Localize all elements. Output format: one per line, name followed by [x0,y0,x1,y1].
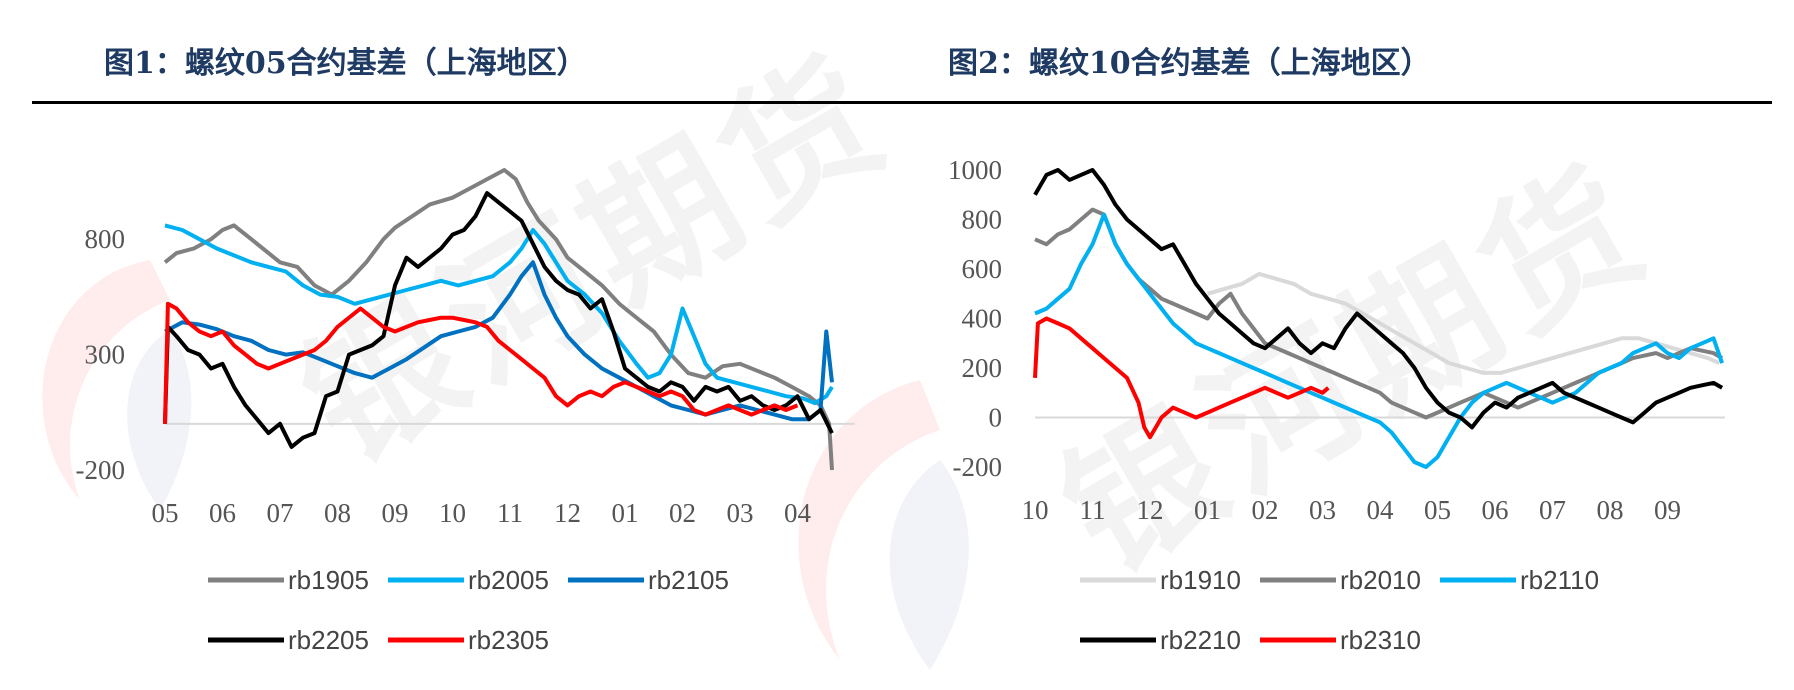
chart2-x-tick: 02 [1252,495,1279,525]
chart2-y-tick: 1000 [948,155,1002,185]
series-line-rb2105 [164,260,834,422]
chart1-x-tick: 10 [439,498,466,528]
legend-label-rb2205: rb2205 [288,625,369,655]
chart1-title: 图1：螺纹05合约基差（上海地区） [104,46,587,81]
chart2-y-tick: 800 [962,205,1003,235]
series-line-rb2010 [1034,207,1724,420]
chart2-x-tick: 05 [1424,495,1451,525]
chart2-x-tick: 07 [1539,495,1566,525]
chart1-x-tick: 05 [152,498,179,528]
chart2-x-tick: 08 [1597,495,1624,525]
chart2-x-tick: 04 [1367,495,1395,525]
chart2-x-tick: 11 [1080,495,1106,525]
series-line-rb2005 [164,223,834,406]
chart1-x-tick: 11 [497,498,523,528]
chart1-x-tick: 03 [727,498,754,528]
chart2-y-tick: 0 [989,403,1003,433]
chart1-x-tick: 09 [382,498,409,528]
chart1-x-tick: 04 [784,498,812,528]
series-line-rb1905 [163,168,834,471]
chart2-x-tick: 12 [1137,495,1164,525]
chart1-x-tick: 08 [324,498,351,528]
legend-label-rb2210: rb2210 [1160,625,1241,655]
legend-label-rb2110: rb2110 [1520,565,1599,595]
chart2-y-tick: 400 [962,304,1003,334]
chart1-y-tick: -200 [76,455,126,485]
chart2-x-tick: 10 [1022,495,1049,525]
chart1-x-tick: 12 [554,498,581,528]
chart1-y-tick: 300 [85,340,126,370]
chart2-x-tick: 03 [1309,495,1336,525]
legend-label-rb1905: rb1905 [288,565,369,595]
chart2-y-tick: 600 [962,254,1003,284]
legend-label-rb2305: rb2305 [468,625,549,655]
legend-label-rb2310: rb2310 [1340,625,1421,655]
chart1-x-tick: 01 [612,498,639,528]
series-line-rb2305 [163,301,799,424]
series-line-rb1910 [1206,271,1721,375]
header-rule [32,101,1772,104]
chart1-x-tick: 07 [267,498,294,528]
series-line-rb2205 [163,191,834,449]
chart1-x-tick: 06 [209,498,236,528]
series-line-rb2310 [1033,316,1330,440]
chart2-title: 图2：螺纹10合约基差（上海地区） [948,46,1431,81]
chart1-x-tick: 02 [669,498,696,528]
chart2-x-tick: 09 [1654,495,1681,525]
chart2-x-tick: 06 [1482,495,1509,525]
chart2-y-tick: 200 [962,353,1003,383]
series-line-rb2110 [1034,212,1724,469]
series-line-rb2210 [1033,168,1724,430]
legend-label-rb2105: rb2105 [648,565,729,595]
legend-label-rb2005: rb2005 [468,565,549,595]
chart2-y-tick: -200 [953,452,1003,482]
chart1-y-tick: 800 [85,224,126,254]
chart2-x-tick: 01 [1194,495,1221,525]
legend-label-rb2010: rb2010 [1340,565,1421,595]
legend-label-rb1910: rb1910 [1160,565,1241,595]
